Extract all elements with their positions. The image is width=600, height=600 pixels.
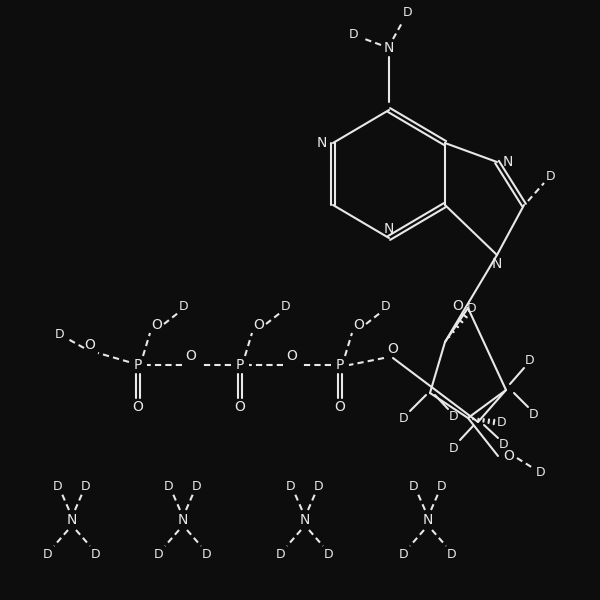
Text: D: D	[437, 479, 447, 493]
Text: D: D	[324, 547, 334, 560]
Text: N: N	[492, 257, 502, 271]
Text: D: D	[467, 301, 477, 314]
Text: D: D	[314, 479, 324, 493]
Text: O: O	[235, 400, 245, 414]
Text: D: D	[43, 547, 53, 560]
Text: D: D	[449, 409, 459, 422]
Text: N: N	[317, 136, 327, 150]
Text: D: D	[192, 479, 202, 493]
Text: N: N	[384, 222, 394, 236]
Text: N: N	[423, 513, 433, 527]
Text: D: D	[202, 547, 212, 560]
Text: D: D	[525, 353, 535, 367]
Text: N: N	[67, 513, 77, 527]
Text: D: D	[536, 467, 546, 479]
Text: D: D	[179, 301, 189, 313]
Text: O: O	[185, 349, 196, 363]
Text: O: O	[335, 400, 346, 414]
Text: P: P	[236, 358, 244, 372]
Text: O: O	[85, 338, 95, 352]
Text: O: O	[452, 299, 463, 313]
Text: N: N	[503, 155, 513, 169]
Text: O: O	[388, 342, 398, 356]
Text: D: D	[281, 301, 291, 313]
Text: N: N	[384, 41, 394, 55]
Text: D: D	[499, 439, 509, 451]
Text: D: D	[91, 547, 101, 560]
Text: D: D	[55, 329, 65, 341]
Text: N: N	[178, 513, 188, 527]
Text: D: D	[154, 547, 164, 560]
Text: O: O	[254, 318, 265, 332]
Text: D: D	[381, 301, 391, 313]
Text: D: D	[286, 479, 296, 493]
Text: D: D	[81, 479, 91, 493]
Text: O: O	[152, 318, 163, 332]
Text: O: O	[287, 349, 298, 363]
Text: D: D	[399, 547, 409, 560]
Text: D: D	[529, 407, 539, 421]
Text: D: D	[403, 7, 413, 19]
Text: D: D	[53, 479, 63, 493]
Text: D: D	[546, 169, 556, 182]
Text: O: O	[133, 400, 143, 414]
Text: D: D	[276, 547, 286, 560]
Text: D: D	[497, 416, 507, 430]
Text: D: D	[447, 547, 457, 560]
Text: D: D	[164, 479, 174, 493]
Text: D: D	[399, 413, 409, 425]
Text: D: D	[349, 28, 359, 41]
Text: O: O	[353, 318, 364, 332]
Text: P: P	[336, 358, 344, 372]
Text: D: D	[449, 442, 459, 455]
Text: D: D	[409, 479, 419, 493]
Text: P: P	[134, 358, 142, 372]
Text: N: N	[300, 513, 310, 527]
Text: O: O	[503, 449, 514, 463]
